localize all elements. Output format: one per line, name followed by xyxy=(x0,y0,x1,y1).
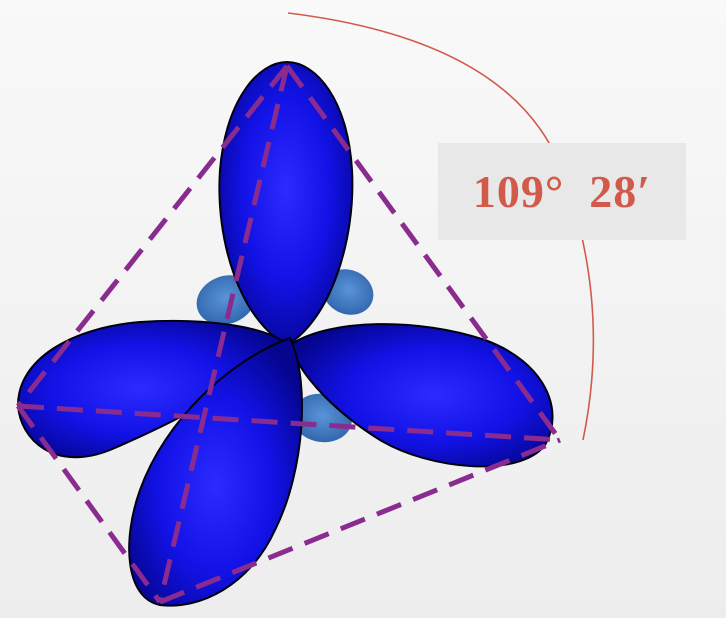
edge-top-bottom xyxy=(157,65,290,603)
bond-angle-label-box: 109° 28′ xyxy=(438,143,686,240)
lobe-top xyxy=(218,60,354,347)
edge-bottom-right xyxy=(159,437,561,605)
lobe-right xyxy=(288,323,554,468)
edge-top-left xyxy=(16,64,289,408)
edge-left-right xyxy=(17,403,561,443)
tetrahedron-edges xyxy=(15,64,563,605)
edge-left-bottom xyxy=(15,404,163,604)
bond-angle-label: 109° 28′ xyxy=(472,166,652,217)
